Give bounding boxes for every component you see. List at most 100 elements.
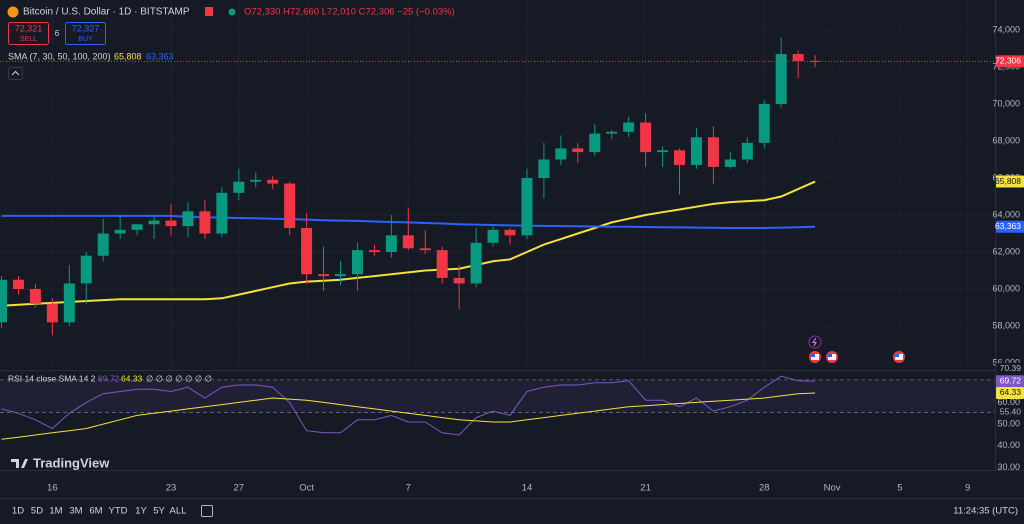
candle-body [250,179,262,182]
price-tag [996,55,1024,68]
logo-mark [11,459,28,468]
buy-label: BUY [78,36,93,43]
price-tag-label: 63,363 [995,221,1021,231]
value-tag-label: 69.72 [1000,376,1022,386]
candle-body [555,148,567,160]
candle-body [267,179,279,184]
candle-body [114,229,126,234]
range-button[interactable]: 5D [31,506,43,517]
rsi-legend-value: 64.33 [121,373,143,383]
event-flag-inner [811,354,815,357]
event-flag-inner [828,354,832,357]
rsi-line [1,375,816,436]
x-tick-label: 9 [965,483,970,494]
candle-body [419,248,431,251]
candle-body [657,150,669,153]
candle-body [758,104,770,143]
event-flag-inner [895,354,899,357]
x-tick-label: 23 [166,483,177,494]
candle-body [453,277,465,284]
range-button[interactable]: 6M [89,506,102,517]
candle-body [538,159,550,179]
value-tag [996,386,1024,399]
value-tag-label: 64.33 [1000,387,1022,397]
sma-legend[interactable]: SMA (7, 30, 50, 100, 200) [8,51,111,61]
candle-body [402,235,414,249]
value-tag [996,375,1024,388]
y-tick-label: 64,000 [992,209,1020,219]
candle-body [775,54,787,105]
candle-body [63,283,75,323]
range-button[interactable]: 3M [69,506,82,517]
sma-legend-value: 65,808 [114,51,142,61]
plot [0,37,995,440]
candle-body [80,255,92,284]
candle-body [182,211,194,227]
economic-events [809,351,905,363]
candle-body [97,233,109,256]
buy-button[interactable] [65,22,106,45]
candle-body [233,181,245,193]
y-tick-label: 70,000 [992,98,1020,108]
x-tick-label: 5 [897,483,902,494]
rsi-legend-value: 69.72 [98,373,120,383]
y-tick-label: 68,000 [992,135,1020,145]
y-tick-label: 60.00 [997,397,1020,407]
candle-body [572,148,584,153]
price-tag [996,175,1024,188]
range-button[interactable]: 1Y [135,506,147,517]
y-tick-label: 56,000 [992,357,1020,367]
range-button[interactable]: 1M [49,506,62,517]
value-tag [996,362,1024,375]
logo-text[interactable]: TradingView [33,455,110,470]
candle-body [318,274,330,277]
candle-body [148,220,160,225]
candle-body [0,279,7,323]
candle-body [792,54,804,61]
y-tick-label: 30.00 [997,462,1020,472]
candle-body [724,159,736,167]
symbol-icon [7,6,19,18]
sell-button[interactable] [8,22,49,45]
sell-price: 72,321 [15,23,43,33]
value-tag-label: 70.39 [1000,363,1022,373]
sma-legend-value: 63,363 [146,51,174,61]
range-toolbar: 1D 5D 1M 3M 6M YTD 1Y 5Y ALL [12,506,187,517]
symbol-title[interactable]: Bitcoin / U.S. Dollar · 1D · BITSTAMP [23,7,190,18]
y-tick-label: 74,000 [992,24,1020,34]
candle-body [741,142,753,160]
candle-body [199,211,211,234]
candle-body [216,192,228,234]
candle-body [368,250,380,253]
candle-body [46,303,58,323]
candle-body [351,250,363,275]
candle-body [640,122,652,153]
rsi-line [1,392,816,440]
range-button[interactable]: ALL [170,506,187,517]
candle-body [809,60,821,62]
buy-price: 72,327 [72,23,100,33]
candle-body [385,235,397,253]
price-tag-label: 65,808 [995,176,1021,186]
y-tick-label: 60,000 [992,283,1020,293]
ohlc-legend: O72,330 H72,660 L72,010 C72,306 −25 (−0.… [244,7,455,18]
x-tick-label: 7 [406,483,411,494]
range-button[interactable]: YTD [109,506,128,517]
range-button[interactable]: 1D [12,506,24,517]
flag-icon[interactable] [205,7,213,16]
candle-body [470,242,482,284]
candle-body [335,274,346,277]
y-tick-label: 50.00 [997,419,1020,429]
candle-body [131,224,143,230]
candle-body [12,279,24,290]
market-status [228,8,236,16]
candle-body [436,250,448,278]
candle-body [284,183,296,228]
calendar-button[interactable] [201,505,213,517]
collapse-button[interactable] [8,67,23,80]
range-button[interactable]: 5Y [153,506,165,517]
rsi-band [0,379,995,413]
rsi-legend[interactable]: RSI 14 close SMA 14 2 [8,373,96,383]
y-tick-label: 40.00 [997,440,1020,450]
sell-label: SELL [20,36,37,43]
